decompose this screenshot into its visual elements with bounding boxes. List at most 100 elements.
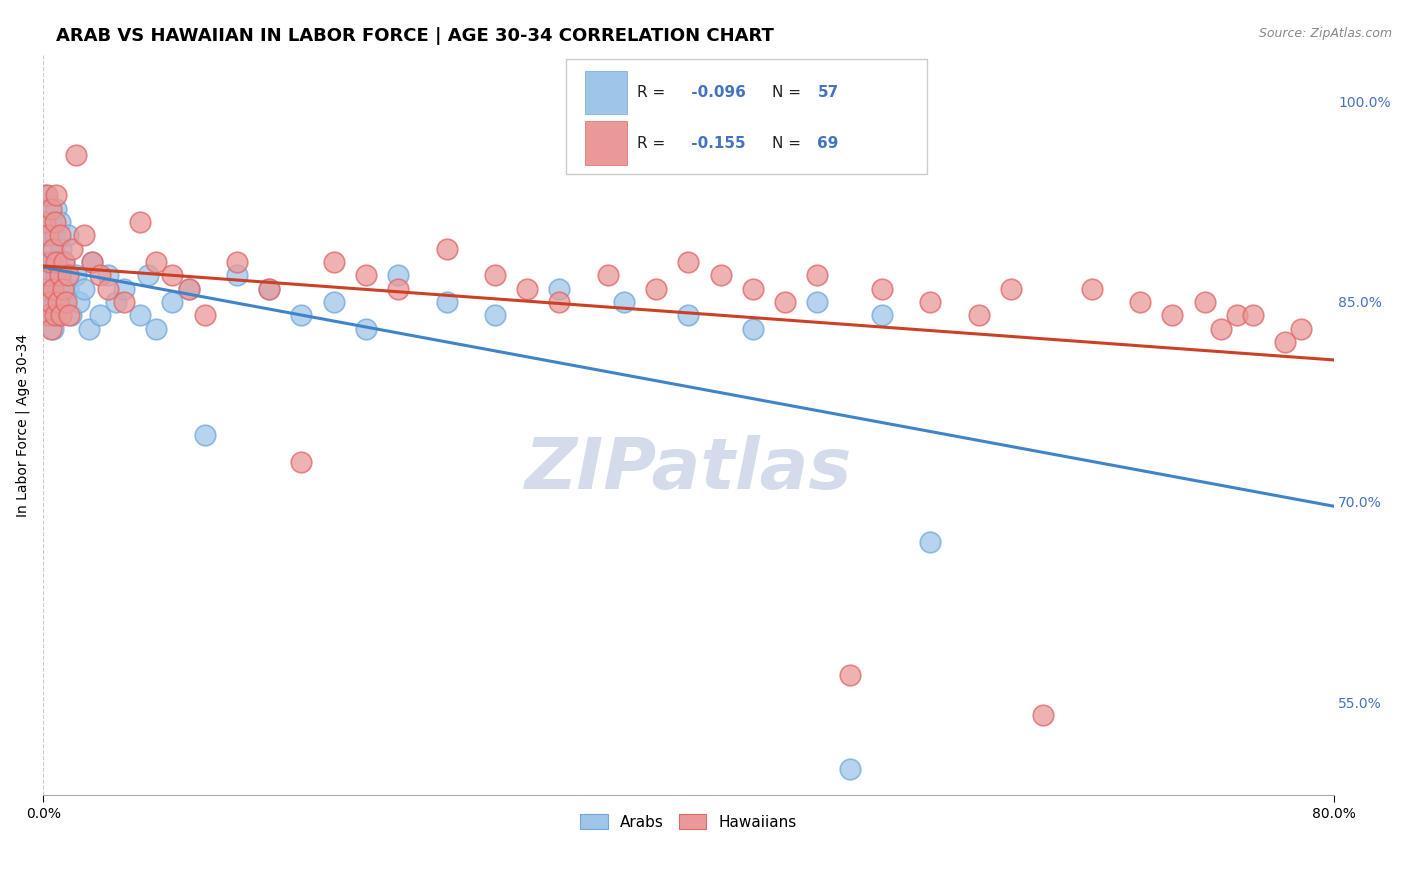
Point bbox=[42, 321, 65, 335]
Point bbox=[34, 255, 56, 269]
Point bbox=[484, 308, 506, 322]
Point bbox=[1032, 708, 1054, 723]
Point bbox=[162, 268, 184, 283]
Point bbox=[48, 268, 70, 283]
Point bbox=[920, 535, 942, 549]
Point bbox=[1209, 321, 1232, 335]
Point bbox=[73, 281, 96, 295]
Point bbox=[41, 321, 63, 335]
Text: R =: R = bbox=[637, 85, 671, 100]
Point bbox=[45, 268, 67, 283]
Point bbox=[194, 428, 217, 442]
Point bbox=[290, 455, 312, 469]
Point bbox=[56, 228, 79, 243]
Point bbox=[290, 308, 312, 322]
Point bbox=[1000, 281, 1022, 295]
Point bbox=[65, 148, 87, 162]
Point bbox=[710, 268, 733, 283]
Point bbox=[1226, 308, 1249, 322]
Text: N =: N = bbox=[772, 85, 806, 100]
Point bbox=[773, 294, 796, 309]
Point bbox=[89, 308, 111, 322]
Text: 57: 57 bbox=[817, 85, 839, 100]
Point bbox=[177, 281, 200, 295]
Point bbox=[56, 268, 79, 283]
Point bbox=[37, 228, 59, 243]
Point bbox=[322, 255, 344, 269]
Point bbox=[112, 294, 135, 309]
Point bbox=[354, 268, 377, 283]
Point bbox=[548, 281, 571, 295]
Point bbox=[34, 281, 56, 295]
Point bbox=[62, 242, 84, 256]
Text: R =: R = bbox=[637, 136, 671, 151]
Point bbox=[1241, 308, 1264, 322]
Text: N =: N = bbox=[772, 136, 806, 151]
Point bbox=[516, 281, 538, 295]
Point bbox=[136, 268, 159, 283]
Point bbox=[37, 268, 59, 283]
Point bbox=[35, 228, 58, 243]
Point bbox=[42, 255, 65, 269]
Point bbox=[162, 294, 184, 309]
Point bbox=[44, 215, 66, 229]
Point bbox=[387, 281, 409, 295]
Point bbox=[97, 281, 120, 295]
Point bbox=[145, 321, 167, 335]
Point bbox=[548, 294, 571, 309]
Point bbox=[1194, 294, 1216, 309]
Point bbox=[104, 294, 127, 309]
Point bbox=[38, 255, 60, 269]
Point bbox=[613, 294, 636, 309]
Point bbox=[73, 228, 96, 243]
Point bbox=[41, 202, 63, 216]
Point bbox=[1129, 294, 1152, 309]
Point bbox=[53, 255, 76, 269]
Point bbox=[59, 308, 82, 322]
FancyBboxPatch shape bbox=[585, 121, 627, 165]
Point bbox=[806, 268, 828, 283]
Point bbox=[1080, 281, 1102, 295]
Point bbox=[920, 294, 942, 309]
Point bbox=[44, 308, 66, 322]
Point bbox=[870, 308, 893, 322]
Point bbox=[67, 294, 90, 309]
Point bbox=[44, 294, 66, 309]
Point bbox=[58, 308, 80, 322]
Point bbox=[46, 255, 69, 269]
Point bbox=[37, 268, 59, 283]
Point bbox=[257, 281, 280, 295]
Point bbox=[129, 215, 152, 229]
Point bbox=[46, 308, 69, 322]
Point bbox=[38, 308, 60, 322]
Point bbox=[41, 281, 63, 295]
Text: -0.096: -0.096 bbox=[686, 85, 745, 100]
Point bbox=[838, 668, 860, 682]
Point bbox=[97, 268, 120, 283]
Point bbox=[35, 294, 58, 309]
Point bbox=[49, 242, 72, 256]
FancyBboxPatch shape bbox=[565, 59, 927, 174]
Text: -0.155: -0.155 bbox=[686, 136, 745, 151]
Point bbox=[257, 281, 280, 295]
Point bbox=[742, 281, 765, 295]
Point bbox=[34, 188, 56, 202]
Point bbox=[89, 268, 111, 283]
FancyBboxPatch shape bbox=[585, 70, 627, 114]
Point bbox=[387, 268, 409, 283]
Point bbox=[41, 215, 63, 229]
Point bbox=[53, 255, 76, 269]
Point bbox=[225, 268, 247, 283]
Point bbox=[436, 294, 458, 309]
Y-axis label: In Labor Force | Age 30-34: In Labor Force | Age 30-34 bbox=[15, 334, 30, 516]
Point bbox=[112, 281, 135, 295]
Point bbox=[48, 215, 70, 229]
Text: ARAB VS HAWAIIAN IN LABOR FORCE | AGE 30-34 CORRELATION CHART: ARAB VS HAWAIIAN IN LABOR FORCE | AGE 30… bbox=[56, 27, 775, 45]
Point bbox=[80, 255, 103, 269]
Point bbox=[77, 321, 100, 335]
Point bbox=[129, 308, 152, 322]
Legend: Arabs, Hawaiians: Arabs, Hawaiians bbox=[574, 807, 803, 836]
Point bbox=[484, 268, 506, 283]
Point bbox=[52, 281, 75, 295]
Point bbox=[52, 294, 75, 309]
